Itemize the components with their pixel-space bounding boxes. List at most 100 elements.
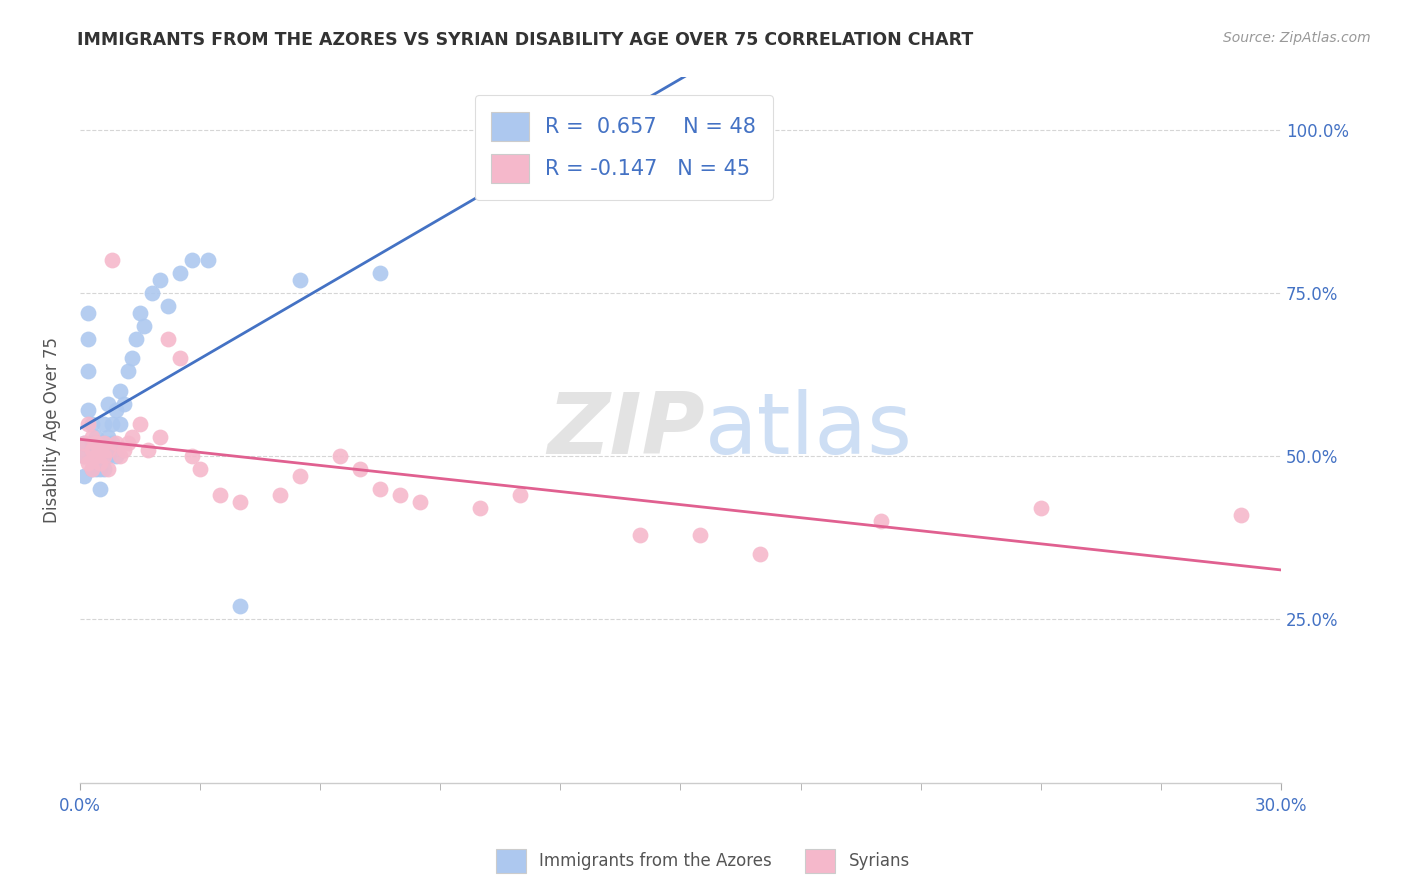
Point [80, 429, 103, 443]
Point [112, 442, 135, 457]
Text: atlas: atlas [704, 389, 912, 472]
Point [129, 305, 152, 319]
Point [97, 442, 120, 457]
Point [101, 436, 124, 450]
Point [108, 417, 131, 431]
Point [77, 403, 100, 417]
Point [77, 332, 100, 346]
Point [97, 429, 120, 443]
Point [181, 253, 204, 268]
Point [80, 462, 103, 476]
Legend: Immigrants from the Azores, Syrians: Immigrants from the Azores, Syrians [489, 842, 917, 880]
Point [73, 449, 96, 463]
Point [84, 449, 107, 463]
Point [101, 417, 124, 431]
Point [329, 449, 352, 463]
Point [80, 442, 103, 457]
Point [1029, 501, 1052, 516]
Text: Source: ZipAtlas.com: Source: ZipAtlas.com [1223, 31, 1371, 45]
Point [589, 142, 612, 156]
Point [77, 417, 100, 431]
Point [104, 436, 127, 450]
Point [188, 462, 211, 476]
Point [156, 299, 179, 313]
Point [80, 436, 103, 450]
Point [108, 384, 131, 398]
Point [1230, 508, 1253, 522]
Point [689, 527, 711, 541]
Point [89, 449, 111, 463]
Point [84, 436, 107, 450]
Point [80, 449, 103, 463]
Point [97, 462, 120, 476]
Point [132, 318, 155, 333]
Point [628, 527, 651, 541]
Point [80, 462, 103, 476]
Point [101, 253, 124, 268]
Point [409, 495, 432, 509]
Point [108, 449, 131, 463]
Point [104, 449, 127, 463]
Point [89, 442, 111, 457]
Point [141, 285, 163, 300]
Point [84, 436, 107, 450]
Point [84, 462, 107, 476]
Point [89, 462, 111, 476]
Point [84, 429, 107, 443]
Point [149, 429, 172, 443]
Point [389, 488, 412, 502]
Point [97, 397, 120, 411]
Point [509, 488, 531, 502]
Point [229, 599, 252, 614]
Point [93, 436, 115, 450]
Point [129, 417, 152, 431]
Point [349, 462, 371, 476]
Y-axis label: Disability Age Over 75: Disability Age Over 75 [44, 337, 60, 523]
Point [73, 436, 96, 450]
Point [368, 266, 391, 280]
Point [288, 468, 311, 483]
Point [121, 351, 143, 366]
Point [125, 332, 148, 346]
Point [77, 364, 100, 378]
Point [77, 305, 100, 319]
Point [84, 449, 107, 463]
Point [197, 253, 219, 268]
Point [470, 501, 492, 516]
Point [93, 417, 115, 431]
Point [93, 449, 115, 463]
Point [136, 442, 159, 457]
Point [149, 273, 172, 287]
Point [181, 449, 204, 463]
Text: ZIP: ZIP [547, 389, 704, 472]
Point [73, 468, 96, 483]
Point [269, 488, 291, 502]
Point [749, 547, 772, 561]
Point [368, 482, 391, 496]
Point [89, 456, 111, 470]
Point [229, 495, 252, 509]
Text: IMMIGRANTS FROM THE AZORES VS SYRIAN DISABILITY AGE OVER 75 CORRELATION CHART: IMMIGRANTS FROM THE AZORES VS SYRIAN DIS… [77, 31, 973, 49]
Point [80, 417, 103, 431]
Point [80, 442, 103, 457]
Point [77, 456, 100, 470]
Point [73, 436, 96, 450]
Point [97, 449, 120, 463]
Point [117, 364, 139, 378]
Point [93, 462, 115, 476]
Point [169, 266, 191, 280]
Point [117, 436, 139, 450]
Point [208, 488, 231, 502]
Point [121, 429, 143, 443]
Legend: R =  0.657    N = 48, R = -0.147   N = 45: R = 0.657 N = 48, R = -0.147 N = 45 [475, 95, 773, 200]
Point [93, 436, 115, 450]
Point [89, 482, 111, 496]
Point [288, 273, 311, 287]
Point [104, 403, 127, 417]
Point [89, 436, 111, 450]
Point [869, 515, 891, 529]
Point [73, 449, 96, 463]
Point [112, 397, 135, 411]
Point [169, 351, 191, 366]
Point [156, 332, 179, 346]
